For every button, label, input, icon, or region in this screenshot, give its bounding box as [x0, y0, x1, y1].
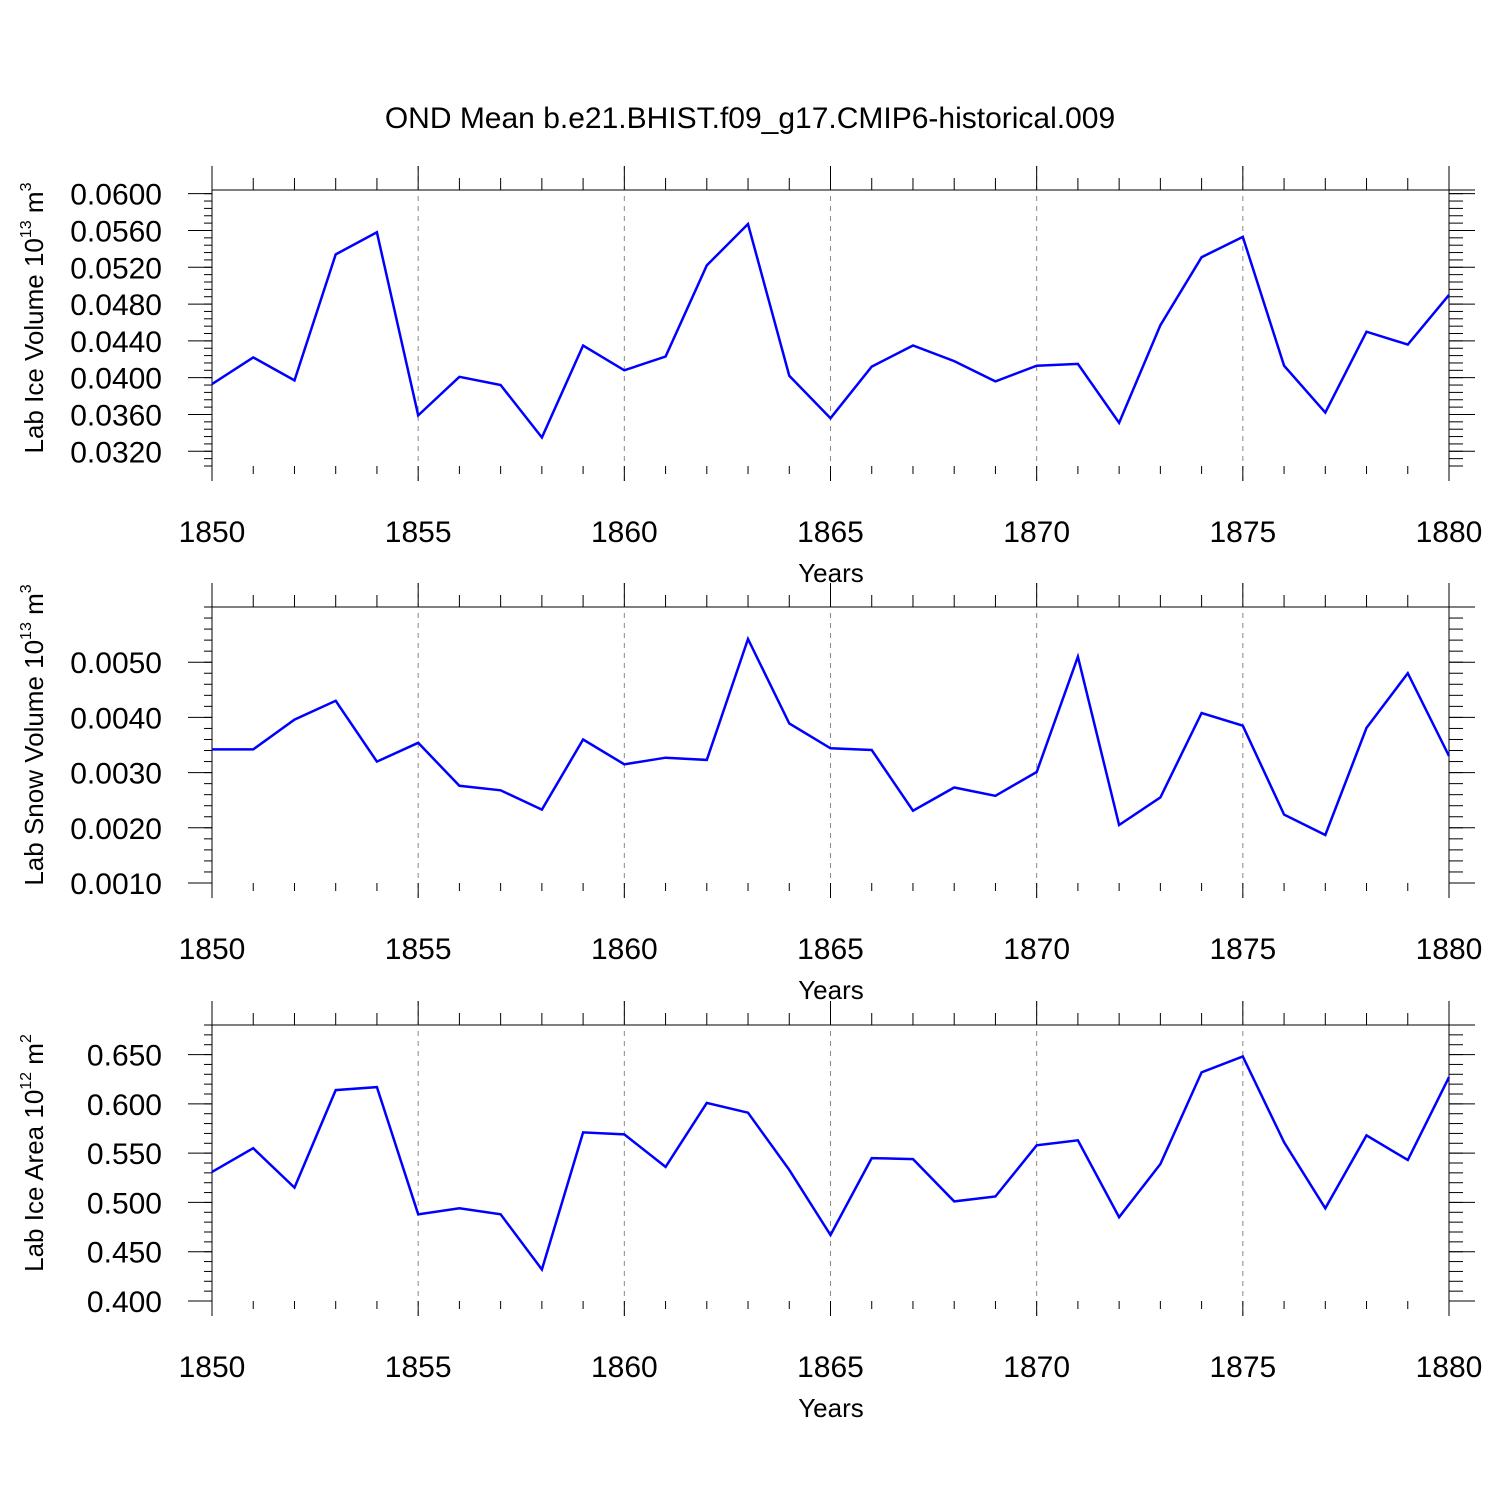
y-tick-label: 0.400 — [87, 1286, 162, 1319]
x-tick-label: 1850 — [179, 933, 246, 966]
y-tick-label: 0.450 — [87, 1237, 162, 1270]
y-tick-label: 0.0050 — [70, 647, 162, 680]
y-tick-label: 0.0520 — [70, 252, 162, 285]
y-axis-label: Lab Snow Volume 1013 m3 — [18, 584, 49, 885]
x-tick-label: 1870 — [1003, 1351, 1070, 1384]
x-tick-label: 1865 — [797, 516, 864, 549]
x-tick-label: 1870 — [1003, 516, 1070, 549]
y-tick-label: 0.0480 — [70, 289, 162, 322]
y-tick-label: 0.0440 — [70, 326, 162, 359]
y-tick-label: 0.650 — [87, 1040, 162, 1073]
y-tick-label: 0.0030 — [70, 758, 162, 791]
x-tick-label: 1855 — [385, 516, 452, 549]
series-line — [211, 221, 1450, 440]
x-tick-label: 1850 — [179, 516, 246, 549]
x-tick-label: 1855 — [385, 1351, 452, 1384]
x-tick-label: 1875 — [1209, 933, 1276, 966]
y-tick-label: 0.0020 — [70, 813, 162, 846]
x-tick-label: 1880 — [1416, 1351, 1483, 1384]
y-axis-label: Lab Ice Volume 1013 m3 — [18, 182, 49, 453]
y-tick-label: 0.0560 — [70, 215, 162, 248]
panel-3: 0.400 0.450 0.500 0.550 0.600 0.650 1850 1855 18… — [18, 1001, 1482, 1423]
y-tick-label: 0.550 — [87, 1138, 162, 1171]
x-tick-label: 1875 — [1209, 516, 1276, 549]
x-tick-label: 1880 — [1416, 933, 1483, 966]
x-tick-label: 1860 — [591, 933, 658, 966]
x-tick-label: 1875 — [1209, 1351, 1276, 1384]
y-axis-label: Lab Ice Area 1012 m2 — [18, 1034, 49, 1272]
panel-2: 0.0010 0.0020 0.0030 0.0040 0.0050 1850 1855 18… — [18, 583, 1482, 1005]
x-tick-label: 1850 — [179, 1351, 246, 1384]
y-tick-label: 0.0360 — [70, 399, 162, 432]
x-tick-label: 1870 — [1003, 933, 1070, 966]
x-tick-label: 1860 — [591, 1351, 658, 1384]
y-tick-label: 0.0600 — [70, 179, 162, 212]
x-tick-label: 1860 — [591, 516, 658, 549]
x-tick-label: 1855 — [385, 933, 452, 966]
y-tick-label: 0.0320 — [70, 436, 162, 469]
y-tick-label: 0.0010 — [70, 868, 162, 901]
y-tick-label: 0.500 — [87, 1187, 162, 1220]
x-tick-label: 1880 — [1416, 516, 1483, 549]
x-axis-label: Years — [798, 1393, 864, 1423]
series-line — [212, 635, 1451, 837]
x-axis-label: Years — [798, 975, 864, 1005]
x-tick-label: 1865 — [797, 1351, 864, 1384]
y-tick-label: 0.600 — [87, 1089, 162, 1122]
series-line — [211, 1054, 1451, 1273]
x-tick-label: 1865 — [797, 933, 864, 966]
y-tick-label: 0.0040 — [70, 702, 162, 735]
figure-title: OND Mean b.e21.BHIST.f09_g17.CMIP6-histo… — [385, 102, 1115, 135]
y-tick-label: 0.0400 — [70, 363, 162, 396]
